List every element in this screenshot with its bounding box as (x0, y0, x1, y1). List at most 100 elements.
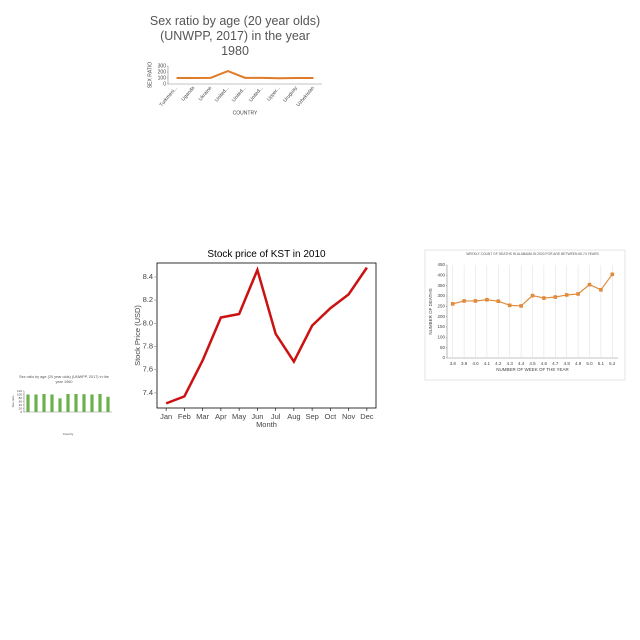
marker (576, 292, 580, 296)
x-tick-label: Aug (287, 412, 300, 421)
y-tick-label: 7.4 (143, 388, 153, 397)
y-tick-label: 300 (158, 63, 167, 69)
bar (98, 393, 102, 412)
y-tick-label: 0 (163, 81, 166, 87)
marker (519, 304, 523, 308)
y-tick-label: 400 (437, 273, 445, 278)
x-tick-label: United... (231, 85, 248, 103)
x-tick-label: 3.8 (450, 361, 457, 366)
chart-title: WEEKLY COUNT OF DEATHS IN ALABAMA IN 202… (466, 252, 599, 256)
marker (553, 295, 558, 299)
bar (50, 394, 54, 412)
x-tick-label: Jul (271, 412, 281, 421)
x-tick-label: 4.7 (552, 361, 559, 366)
x-tick-label: Uzbekistan (295, 85, 316, 108)
marker (610, 272, 615, 277)
x-tick-label: Sep (305, 412, 318, 421)
marker (496, 299, 501, 303)
y-tick-label: 40 (19, 403, 23, 407)
x-tick-label: Dec (360, 412, 374, 421)
y-tick-label: 120 (17, 389, 22, 393)
y-tick-label: 100 (158, 75, 167, 81)
x-tick-label: 4.3 (507, 361, 514, 366)
chart-frame (424, 249, 626, 381)
bar (58, 398, 62, 412)
y-tick-label: 250 (437, 304, 445, 309)
x-tick-label: Apr (215, 412, 227, 421)
x-tick-label: United... (214, 85, 231, 103)
y-tick-label: 100 (437, 335, 445, 340)
x-tick-label: Turkmeni... (159, 85, 180, 108)
marker (450, 302, 455, 306)
x-tick-label: 5.1 (598, 361, 605, 366)
x-axis-label: COUNTRY (233, 110, 258, 116)
marker (587, 282, 592, 287)
line (176, 70, 314, 80)
x-tick-label: Nov (342, 412, 356, 421)
x-tick-label: 3.9 (461, 361, 468, 366)
bar (34, 394, 38, 412)
y-tick-label: 80 (19, 396, 23, 400)
x-tick-label: 4.2 (495, 361, 502, 366)
bar (90, 394, 94, 412)
x-tick-label: May (232, 412, 246, 421)
line (165, 266, 368, 405)
x-tick-label: 4.9 (575, 361, 582, 366)
y-tick-label: 7.8 (143, 342, 153, 351)
y-tick-label: 60 (19, 399, 23, 403)
x-tick-label: United... (248, 85, 265, 103)
y-tick-label: 20 (19, 406, 23, 410)
y-tick-label: 8.2 (143, 295, 153, 304)
y-tick-label: 200 (158, 69, 167, 75)
y-tick-label: 7.6 (143, 365, 153, 374)
marker (462, 299, 466, 303)
y-axis-label: Stock Price (USD) (133, 305, 142, 366)
y-tick-label: 100 (17, 392, 22, 396)
marker (473, 299, 478, 303)
y-axis-label: NUMBER OF DEATHS (428, 288, 433, 334)
x-tick-label: Upper... (266, 85, 282, 102)
bar (82, 394, 86, 412)
bar (106, 396, 110, 412)
y-tick-label: 0 (442, 355, 445, 360)
x-tick-label: 5.2 (609, 361, 616, 366)
chart-title: Stock price of KST in 2010 (207, 249, 326, 260)
marker (599, 288, 603, 292)
marker (530, 293, 535, 298)
chart-title: Sex ratio by age (20 year olds) (UNWPP, … (149, 14, 321, 58)
y-tick-label: 300 (437, 293, 445, 298)
x-axis-label: Country (63, 432, 74, 436)
x-tick-label: 5.0 (586, 361, 593, 366)
bar (74, 393, 78, 412)
y-tick-label: 150 (437, 324, 445, 329)
x-tick-label: Jan (160, 412, 172, 421)
chart-title: Sex ratio by age (20 year olds) (UNWPP, … (19, 375, 109, 384)
y-tick-label: 8.0 (143, 318, 153, 327)
x-tick-label: Oct (325, 412, 338, 421)
x-tick-label: 4.4 (518, 361, 525, 366)
x-tick-label: 4.8 (564, 361, 571, 366)
x-tick-label: Uganda (180, 85, 196, 102)
y-axis-label: SEX RATIO (147, 62, 153, 88)
bar (66, 393, 70, 412)
y-tick-label: 50 (440, 345, 446, 350)
y-tick-label: 450 (437, 262, 445, 267)
x-tick-label: 4.1 (484, 361, 491, 366)
x-axis-label: Month (256, 420, 277, 429)
bar (42, 393, 46, 412)
marker (507, 303, 512, 308)
bar (26, 394, 30, 412)
x-tick-label: Ukraine (198, 85, 214, 102)
x-tick-label: Uruguay (282, 85, 299, 104)
y-tick-label: 0 (20, 410, 22, 414)
marker (485, 297, 489, 302)
x-tick-label: 4.5 (529, 361, 536, 366)
x-tick-label: Feb (178, 412, 191, 421)
y-tick-label: 8.4 (143, 272, 153, 281)
x-tick-label: Mar (196, 412, 209, 421)
marker (542, 296, 546, 300)
x-tick-label: 4.6 (541, 361, 548, 366)
plot-frame (156, 262, 377, 409)
